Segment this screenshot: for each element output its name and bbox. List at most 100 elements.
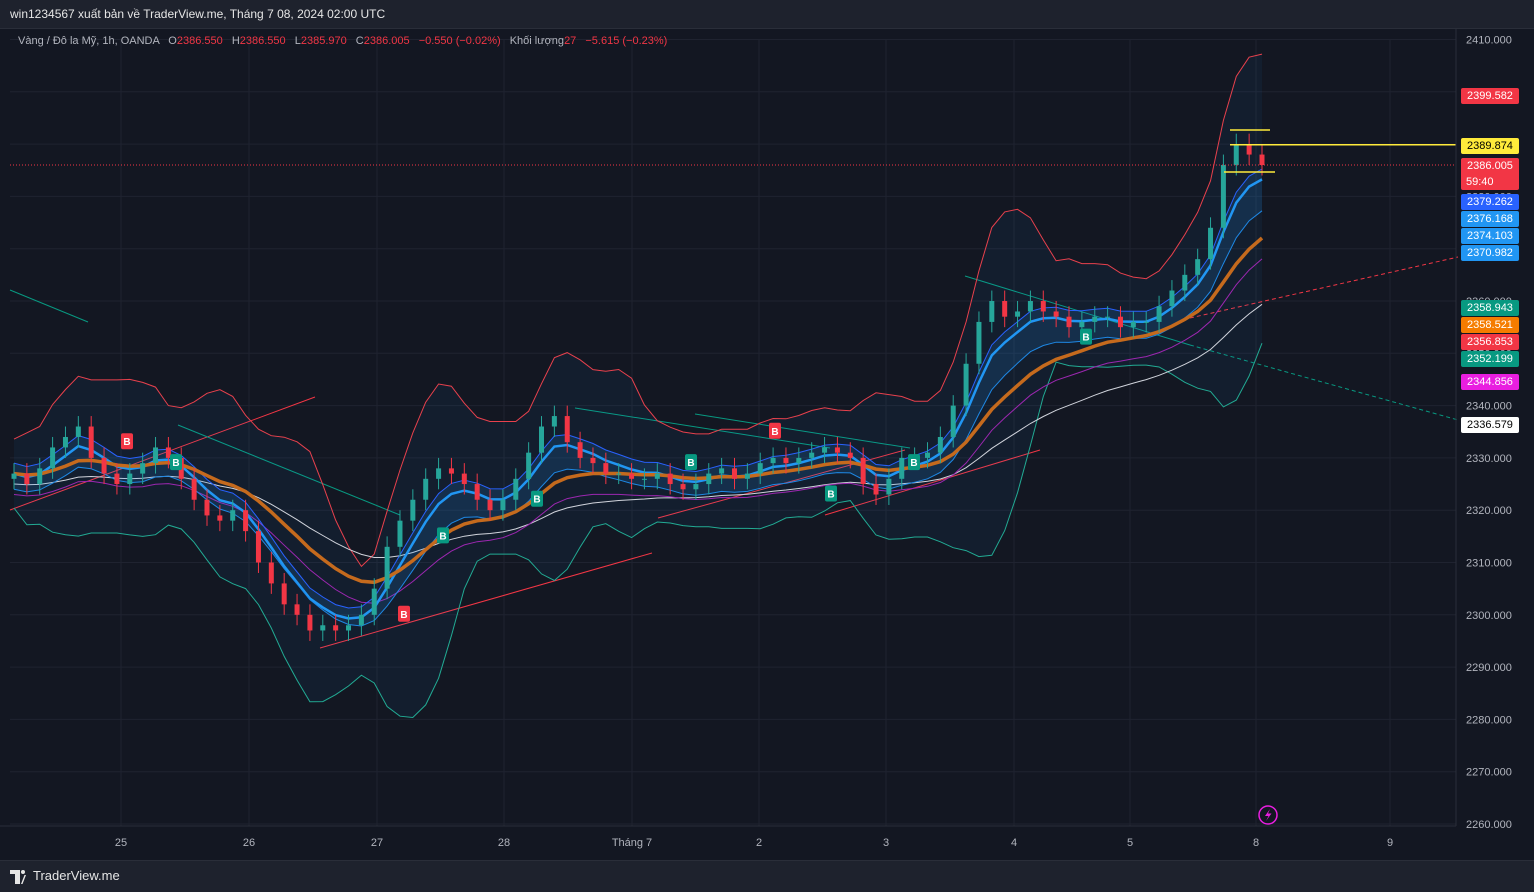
price-tag: 2379.262 [1461,194,1519,210]
candle-body [629,473,635,479]
trend-line-projection [1189,256,1459,319]
close-value: 2386.005 [363,35,410,47]
brand-name[interactable]: TraderView.me [33,868,120,883]
x-axis[interactable]: 25 26 27 28 Tháng 7 2 3 4 5 8 9 [0,825,1456,849]
price-tag: 2336.579 [1461,417,1519,433]
candle-body [834,447,840,453]
y-tick-label: 2290.000 [1466,662,1512,674]
candle-body [603,463,609,474]
signal-label: B [827,490,834,501]
traderview-logo-icon[interactable] [10,870,26,884]
candle-body [268,562,274,584]
signal-label: B [771,427,778,438]
candle-body [294,604,300,615]
price-tag: 2358.943 [1461,300,1519,316]
candle-body [11,473,17,479]
signal-sell: B [121,433,133,450]
y-tick-label: 2260.000 [1466,819,1512,831]
candle-body [1208,227,1214,260]
signal-buy: B [170,454,182,471]
price-tag: 2386.005 59:40 [1461,158,1519,190]
candle-body [809,452,815,458]
candle-body [641,478,647,480]
volume-label: Khối lượng [509,35,565,47]
signal-badge [1080,328,1092,345]
candle-body [371,588,377,615]
candle-body [1027,301,1033,312]
x-tick-label: 4 [1011,837,1017,849]
candle-body [1195,259,1201,275]
y-tick-label: 2340.000 [1466,401,1512,413]
candle-body [796,457,802,464]
symbol-label[interactable]: Vàng / Đô la Mỹ, 1h, OANDA [18,35,160,47]
trend-line [574,407,831,449]
price-tag: 2374.103 [1461,228,1519,244]
candle-body [140,463,146,474]
signal-buy: B [1080,328,1092,345]
candle-body [1233,144,1239,166]
candle-body [770,457,776,464]
candle-body [757,463,763,474]
candle-body [924,452,930,458]
candle-body [191,478,197,500]
ema-fast-lower-line [13,210,1263,627]
candle-body [410,499,416,521]
x-tick-label: Tháng 7 [612,837,652,849]
candle-body [1002,301,1008,317]
candle-body [384,546,390,589]
candle-body [1015,311,1021,317]
candle-body [899,457,905,479]
x-tick-label: 26 [243,837,255,849]
candle-body [307,614,313,631]
low-label: L [294,35,301,47]
signal-sell: B [769,422,781,439]
candle-body [693,484,699,490]
candle-body [37,468,43,485]
signal-markers: B B B B B B B B B B [121,328,1092,622]
y-tick-label: 2410.000 [1466,35,1512,47]
signal-buy: B [825,485,837,502]
candle-body [706,473,712,485]
candle-body [1130,321,1136,328]
price-tag: 2389.874 [1461,138,1519,154]
change-value: −0.550 (−0.02%) [418,35,501,47]
candle-body [976,321,982,364]
candle-body [1053,311,1059,317]
price-tag: 2399.582 [1461,88,1519,104]
trend-line [694,413,911,449]
candle-body [963,363,969,406]
candle-body [783,457,789,464]
candle-body [526,452,532,479]
lightning-icon[interactable] [1258,805,1278,825]
candle-body [1156,306,1162,322]
candle-body [616,473,622,475]
price-tag: 2356.853 [1461,334,1519,350]
bollinger-bands [13,53,1263,719]
low-value: 2385.970 [300,35,347,47]
candle-body [680,484,686,490]
x-tick-label: 27 [371,837,383,849]
price-tag: 2358.521 [1461,317,1519,333]
signal-buy: B [531,490,543,507]
candle-body [153,447,159,464]
trend-line [824,449,1041,516]
candle-body [281,583,287,605]
candle-body [744,473,750,479]
candle-body [423,478,429,500]
candle-body [1169,290,1175,307]
candle-body [320,625,326,631]
candle-body [217,515,223,521]
signal-label: B [400,610,407,621]
candle-countdown: 59:40 [1466,176,1494,188]
x-tick-label: 2 [756,837,762,849]
band-fill [14,54,1262,718]
candle-body [590,457,596,464]
candle-body [50,447,56,469]
signal-label: B [172,458,179,469]
candle-body [1092,316,1098,322]
trend-line [9,289,89,323]
candle-body [114,473,120,485]
y-tick-label: 2280.000 [1466,714,1512,726]
candle-body [461,473,467,485]
